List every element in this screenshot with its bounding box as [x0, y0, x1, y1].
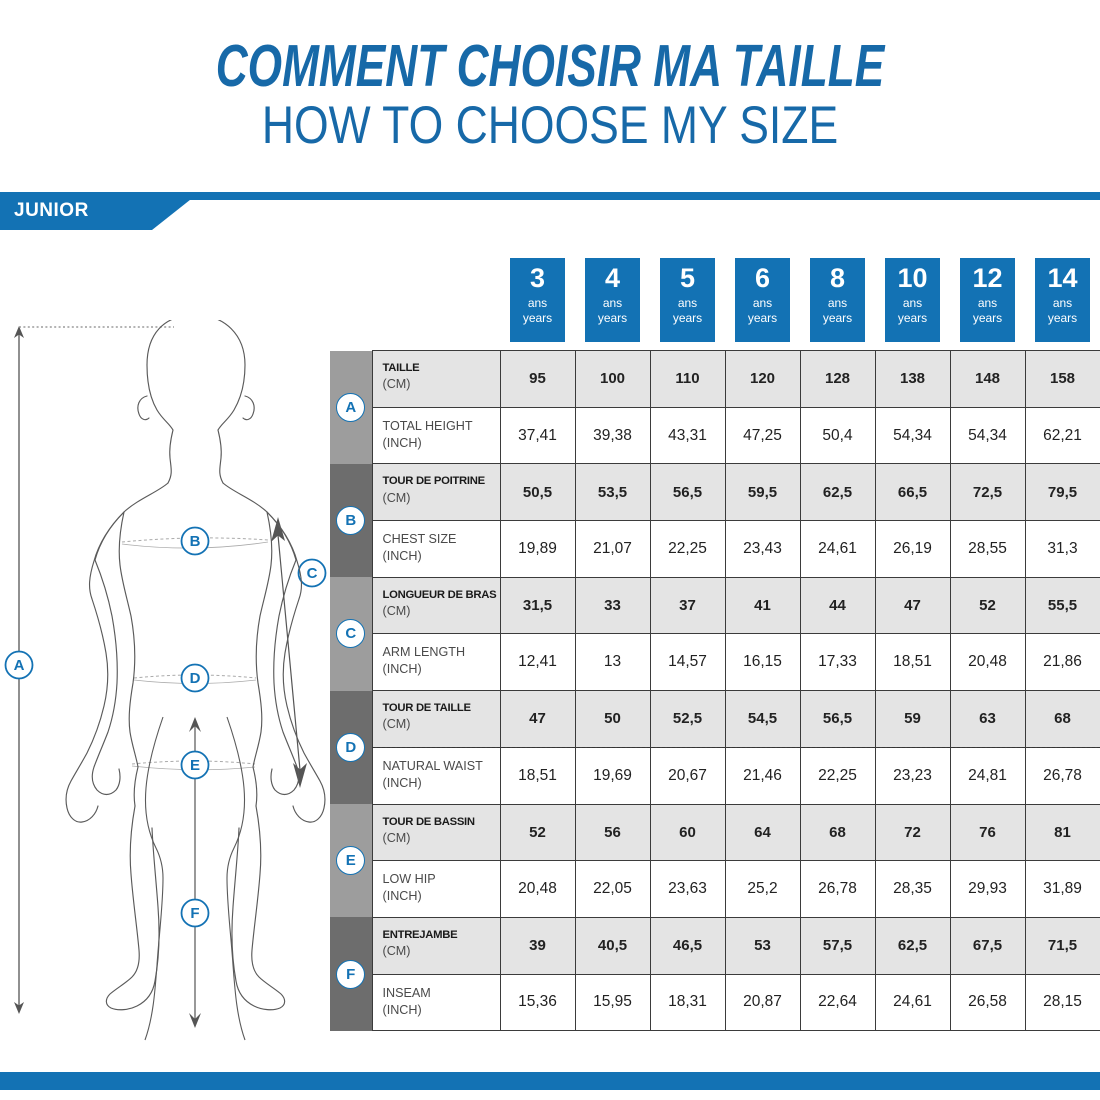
svg-text:D: D — [190, 670, 201, 687]
svg-text:B: B — [190, 533, 201, 550]
svg-text:C: C — [307, 565, 318, 582]
svg-text:A: A — [14, 657, 25, 674]
svg-text:F: F — [190, 905, 199, 922]
svg-text:E: E — [190, 757, 200, 774]
